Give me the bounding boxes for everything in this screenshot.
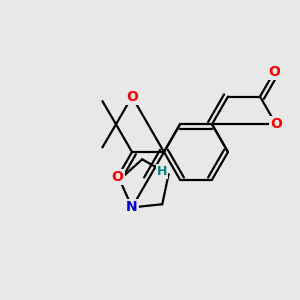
Text: H: H xyxy=(157,165,167,178)
Text: O: O xyxy=(112,170,124,184)
Text: N: N xyxy=(126,200,138,214)
Text: O: O xyxy=(270,117,282,131)
Text: O: O xyxy=(126,90,138,104)
Text: O: O xyxy=(268,64,280,79)
